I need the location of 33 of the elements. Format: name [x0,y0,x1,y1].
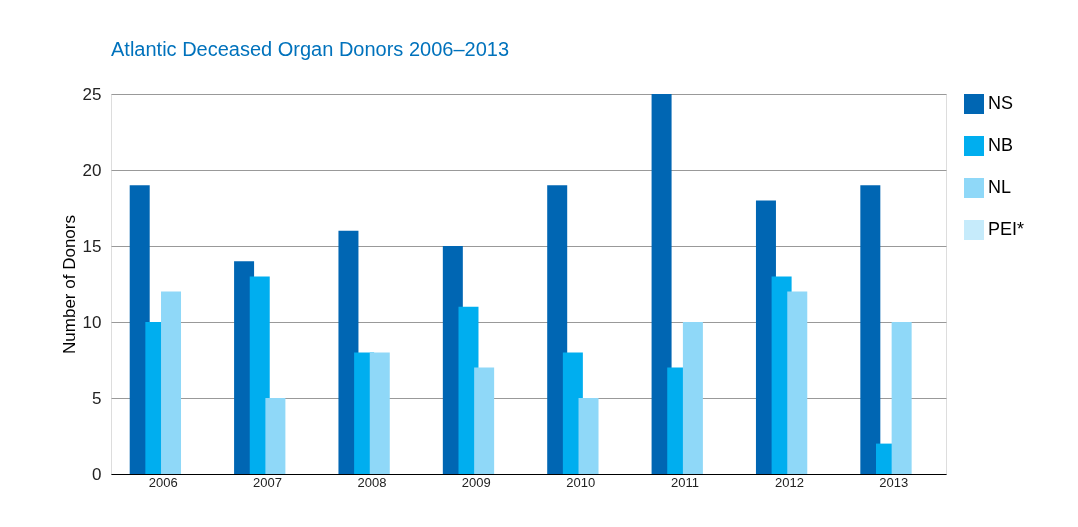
y-tick-label: 25 [82,84,102,104]
x-tick-label: 2009 [461,474,491,490]
x-tick-label: 2011 [671,474,700,490]
bar [578,398,599,474]
x-tick-label: 2007 [253,474,283,490]
y-tick-label: 10 [82,312,102,332]
bar [547,185,568,474]
x-tick-label: 2012 [774,474,804,490]
bar [891,322,912,474]
y-axis-title: Number of Donors [59,215,79,354]
bar [249,276,270,474]
bar [787,291,808,474]
y-tick-label: 5 [92,388,102,408]
bar [161,291,182,474]
chart-title: Atlantic Deceased Organ Donors 2006–2013 [111,38,510,60]
y-tick-label: 0 [92,464,102,484]
bar [474,367,495,474]
y-tick-label: 15 [82,236,102,256]
legend-label: PEI* [988,219,1025,239]
legend-label: NL [988,177,1012,197]
bar [369,352,390,474]
x-tick-label: 2008 [357,474,387,490]
x-tick-label: 2006 [148,474,178,490]
y-tick-label: 20 [82,160,102,180]
bar [860,185,881,474]
bar [651,94,672,474]
legend-label: NS [988,93,1014,113]
x-tick-label: 2013 [879,474,909,490]
legend-label: NB [988,135,1014,155]
bar [682,322,703,474]
bar [265,398,286,474]
x-tick-label: 2010 [566,474,596,490]
bar [338,230,359,474]
